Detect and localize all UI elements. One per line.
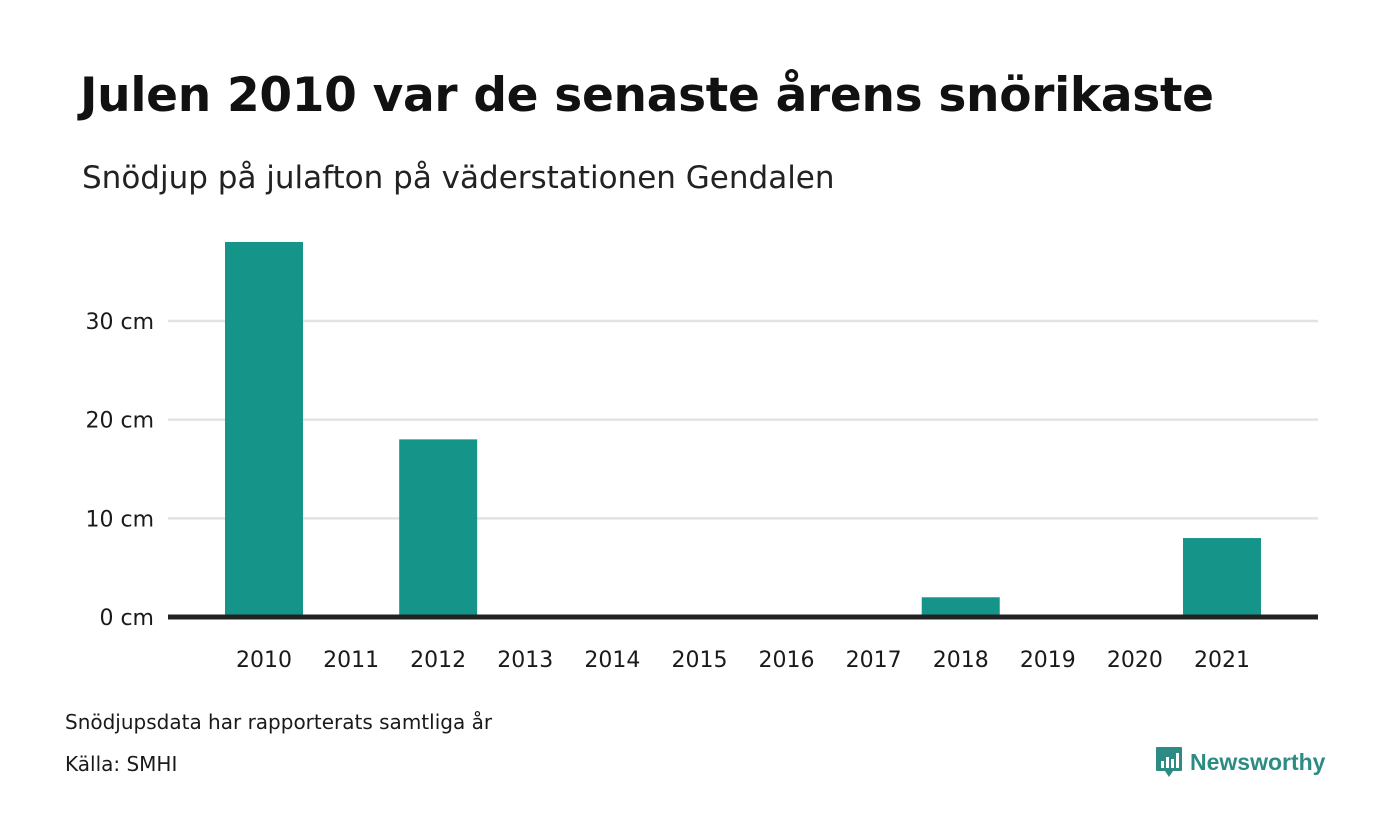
brand-logo: Newsworthy [1155, 746, 1325, 778]
x-tick-label: 2013 [497, 648, 553, 673]
x-tick-label: 2014 [584, 648, 640, 673]
y-tick-label: 20 cm [85, 409, 154, 434]
x-tick-label: 2012 [410, 648, 466, 673]
y-tick-label: 30 cm [85, 310, 154, 335]
bar-2018 [921, 597, 1000, 617]
y-tick-label: 10 cm [85, 507, 154, 532]
bar-chart: 0 cm 10 cm 20 cm 30 cm 2010 2011 2012 2013 2014… [85, 242, 1318, 673]
x-tick-label: 2018 [933, 648, 989, 673]
x-tick-label: 2015 [671, 648, 727, 673]
x-tick-label: 2010 [236, 648, 292, 673]
source-note: Källa: SMHI [65, 752, 178, 776]
data-note: Snödjupsdata har rapporterats samtliga å… [65, 710, 493, 734]
bars [225, 242, 1261, 617]
x-tick-label: 2019 [1020, 648, 1076, 673]
x-tick-label: 2017 [846, 648, 902, 673]
newsworthy-logo-icon [1156, 747, 1182, 777]
bar-2021 [1183, 538, 1261, 617]
brand-name: Newsworthy [1190, 748, 1326, 775]
x-tick-labels: 2010 2011 2012 2013 2014 2015 2016 2017 2018 2019… [236, 648, 1250, 673]
x-tick-label: 2021 [1194, 648, 1250, 673]
y-tick-labels: 0 cm 10 cm 20 cm 30 cm [85, 310, 154, 631]
x-tick-label: 2020 [1107, 648, 1163, 673]
chart-title: Julen 2010 var de senaste årens snörikas… [80, 68, 1214, 123]
bar-2010 [225, 242, 303, 617]
x-tick-label: 2016 [759, 648, 815, 673]
y-tick-label: 0 cm [99, 606, 154, 631]
bar-2012 [399, 439, 478, 617]
chart-subtitle: Snödjup på julafton på väderstationen Ge… [82, 160, 835, 196]
gridlines [168, 319, 1318, 520]
x-tick-label: 2011 [323, 648, 379, 673]
